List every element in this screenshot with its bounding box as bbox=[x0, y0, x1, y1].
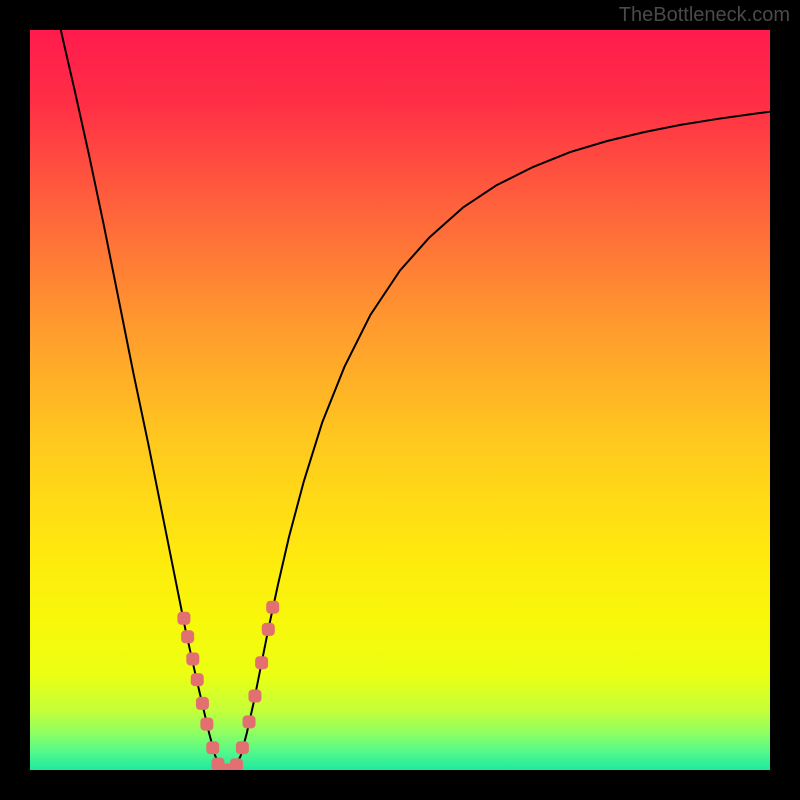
data-marker bbox=[186, 653, 199, 666]
data-marker bbox=[266, 601, 279, 614]
chart-container: TheBottleneck.com bbox=[0, 0, 800, 800]
data-marker bbox=[230, 758, 243, 771]
bottleneck-chart bbox=[0, 0, 800, 800]
data-marker bbox=[248, 690, 261, 703]
data-marker bbox=[177, 612, 190, 625]
data-marker bbox=[255, 656, 268, 669]
data-marker bbox=[262, 623, 275, 636]
plot-gradient-background bbox=[30, 30, 770, 770]
data-marker bbox=[206, 741, 219, 754]
data-marker bbox=[236, 741, 249, 754]
data-marker bbox=[243, 715, 256, 728]
data-marker bbox=[196, 697, 209, 710]
data-marker bbox=[200, 718, 213, 731]
data-marker bbox=[181, 630, 194, 643]
data-marker bbox=[191, 673, 204, 686]
